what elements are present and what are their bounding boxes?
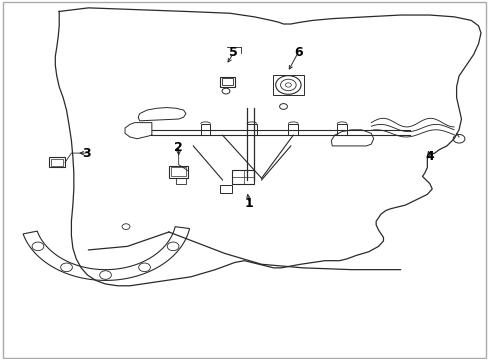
Text: 1: 1 (244, 197, 253, 210)
Bar (222, 78, 232, 85)
Bar (49, 157, 65, 167)
Bar (176, 178, 185, 184)
Bar (246, 125, 256, 135)
Bar (200, 125, 210, 135)
Text: 2: 2 (174, 141, 183, 154)
Text: 6: 6 (293, 46, 302, 59)
Bar (288, 125, 298, 135)
Bar (272, 75, 304, 95)
Bar (171, 167, 185, 176)
Bar (232, 170, 254, 184)
Text: 4: 4 (425, 150, 433, 163)
Bar (336, 125, 346, 135)
Bar (220, 77, 234, 87)
Text: 5: 5 (229, 46, 238, 59)
Bar (168, 166, 188, 178)
Bar (51, 159, 63, 166)
Text: 3: 3 (81, 147, 90, 159)
Bar (220, 185, 232, 193)
